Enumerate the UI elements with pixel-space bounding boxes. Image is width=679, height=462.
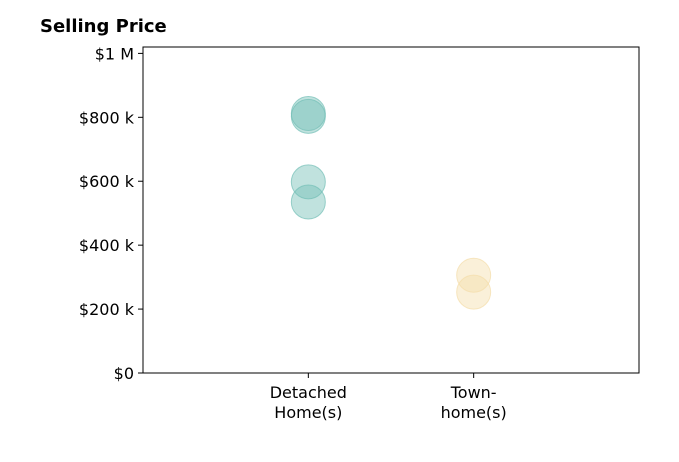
y-tick-label: $200 k bbox=[79, 300, 135, 319]
chart-title: Selling Price bbox=[40, 16, 167, 37]
data-point bbox=[456, 274, 492, 310]
y-tick-label: $400 k bbox=[79, 236, 135, 255]
x-tick-label: Detached Home(s) bbox=[270, 383, 347, 422]
data-points bbox=[290, 95, 492, 310]
plot-frame bbox=[142, 46, 640, 374]
y-tick-label: $600 k bbox=[79, 172, 135, 191]
data-point bbox=[290, 184, 326, 220]
y-axis: $0 $200 k $400 k $600 k $800 k $1 M bbox=[79, 44, 143, 383]
data-point bbox=[290, 98, 326, 134]
x-axis: Detached Home(s) Town-home(s) bbox=[270, 373, 507, 422]
y-tick-label: $1 M bbox=[95, 44, 134, 63]
x-tick-label: Town-home(s) bbox=[441, 383, 507, 422]
y-tick-label: $0 bbox=[114, 364, 134, 383]
data-point bbox=[290, 164, 326, 200]
y-tick-label: $800 k bbox=[79, 108, 135, 127]
